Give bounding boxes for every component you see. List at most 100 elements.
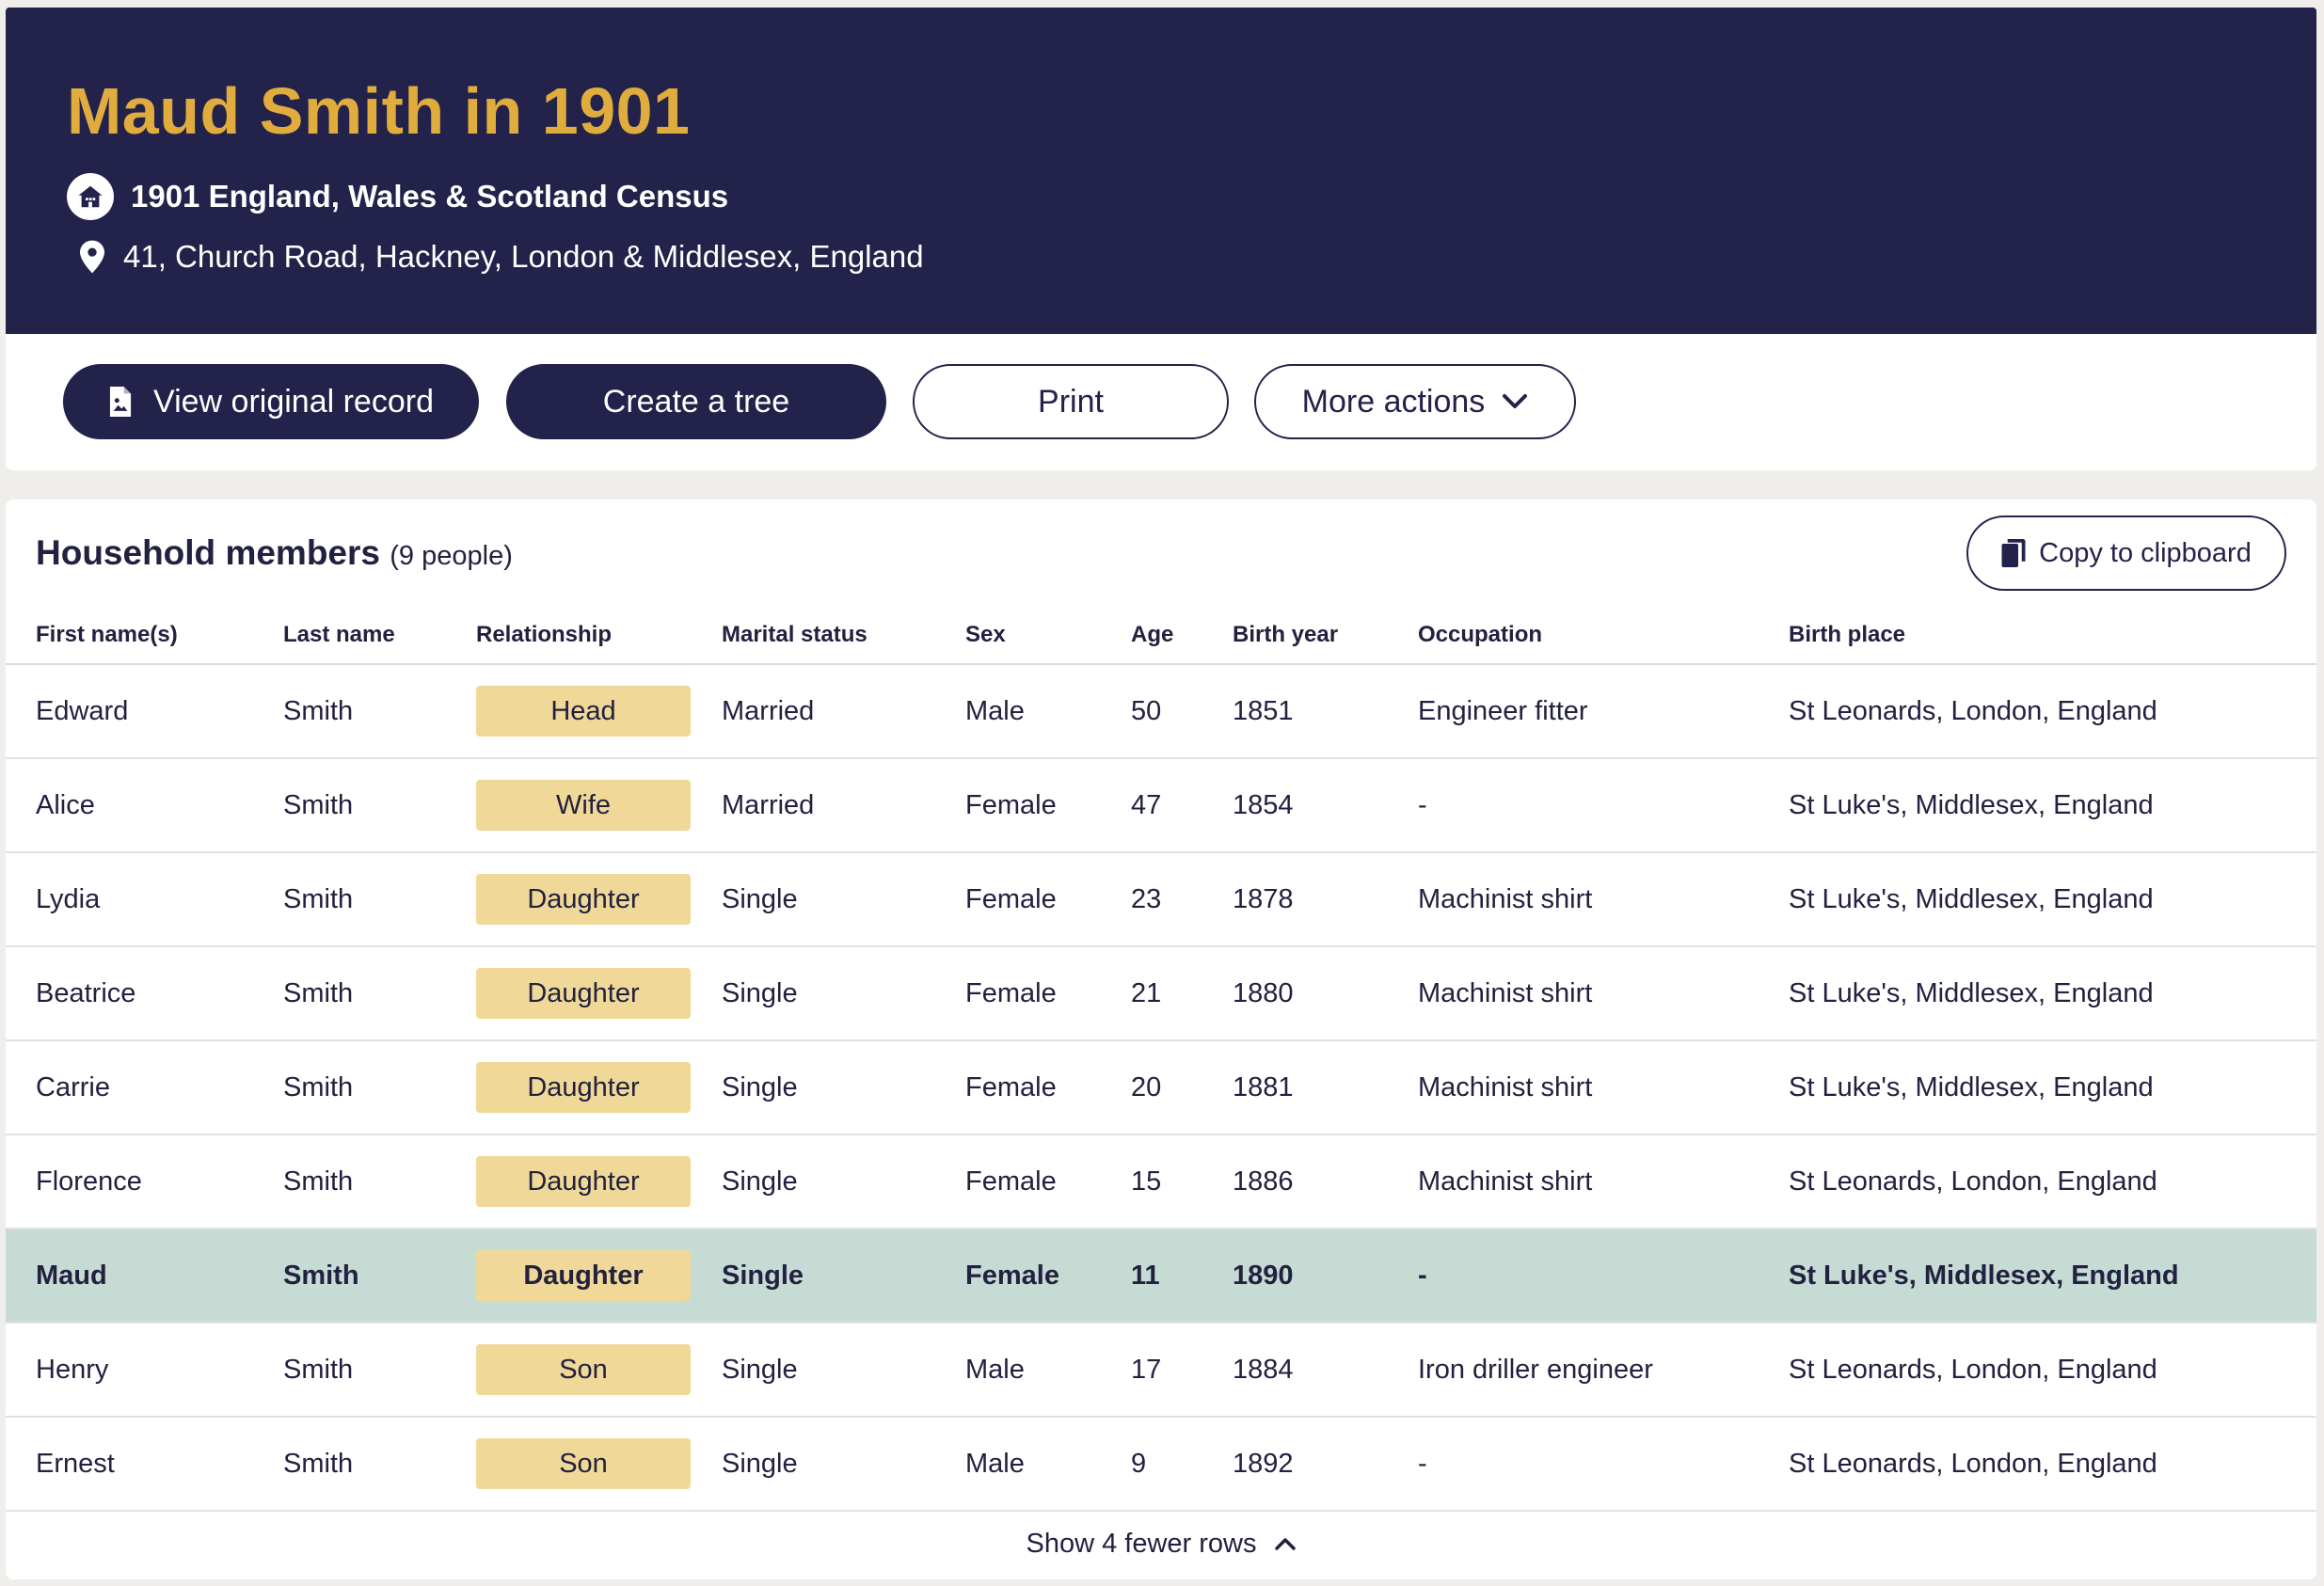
cell-birth-place: St Leonards, London, England [1789, 664, 2316, 759]
cell-relationship: Wife [476, 758, 722, 853]
column-header-marital-status: Marital status [722, 607, 965, 665]
cell-birth-place: St Leonards, London, England [1789, 1417, 2316, 1512]
print-label: Print [1038, 383, 1104, 420]
cell-marital-status: Single [722, 1134, 965, 1229]
cell-birth-place: St Luke's, Middlesex, England [1789, 852, 2316, 947]
document-icon [108, 387, 133, 417]
cell-age: 21 [1131, 946, 1233, 1041]
show-fewer-rows-button[interactable]: Show 4 fewer rows [6, 1515, 2316, 1572]
table-row: Florence Smith Daughter Single Female 15 1886 M… [6, 1134, 2316, 1229]
cell-birth-place: St Luke's, Middlesex, England [1789, 1229, 2316, 1324]
cell-last-name: Smith [283, 1417, 476, 1512]
table-row: Maud Smith Daughter Single Female 11 1890- St L… [6, 1229, 2316, 1324]
column-header-birth-year: Birth year [1233, 607, 1418, 665]
cell-birth-year: 1886 [1233, 1134, 1418, 1229]
cell-birth-year: 1892 [1233, 1417, 1418, 1512]
cell-occupation: - [1418, 758, 1789, 853]
household-members-panel: Household members (9 people) Copy to cli… [6, 500, 2316, 1579]
cell-marital-status: Single [722, 1417, 965, 1512]
cell-last-name: Smith [283, 1229, 476, 1324]
show-fewer-rows-label: Show 4 fewer rows [1026, 1528, 1257, 1559]
table-header-row: First name(s) Last name Relationship Mar… [6, 607, 2316, 665]
page-title: Maud Smith in 1901 [67, 74, 691, 148]
house-icon [67, 173, 114, 220]
address-text: 41, Church Road, Hackney, London & Middl… [123, 239, 924, 274]
table-row: Ernest Smith Son Single Male 9 1892- St Leonard… [6, 1417, 2316, 1512]
column-header-first-name: First name(s) [6, 607, 283, 665]
cell-age: 15 [1131, 1134, 1233, 1229]
cell-birth-year: 1881 [1233, 1040, 1418, 1135]
chevron-down-icon [1502, 393, 1528, 410]
more-actions-button[interactable]: More actions [1254, 364, 1576, 439]
cell-birth-place: St Luke's, Middlesex, England [1789, 1040, 2316, 1135]
table-row: Edward Smith Head Married Male 50 1851 Engineer… [6, 664, 2316, 759]
cell-sex: Male [965, 1323, 1131, 1418]
table-row: Henry Smith Son Single Male 17 1884 Iron drille… [6, 1323, 2316, 1418]
relationship-badge: Son [476, 1344, 691, 1395]
cell-relationship: Daughter [476, 1134, 722, 1229]
chevron-up-icon [1274, 1536, 1297, 1551]
cell-relationship: Son [476, 1323, 722, 1418]
more-actions-label: More actions [1301, 383, 1486, 420]
column-header-sex: Sex [965, 607, 1131, 665]
household-table: First name(s) Last name Relationship Mar… [6, 607, 2316, 1512]
column-header-last-name: Last name [283, 607, 476, 665]
view-original-record-label: View original record [153, 383, 434, 420]
column-header-occupation: Occupation [1418, 607, 1789, 665]
copy-to-clipboard-button[interactable]: Copy to clipboard [1966, 515, 2286, 591]
record-header: Maud Smith in 1901 1901 England, Wales &… [6, 8, 2316, 334]
clipboard-icon [2001, 539, 2026, 567]
cell-birth-year: 1854 [1233, 758, 1418, 853]
cell-birth-year: 1851 [1233, 664, 1418, 759]
cell-first-name: Alice [6, 758, 283, 853]
cell-sex: Female [965, 1134, 1131, 1229]
cell-first-name: Florence [6, 1134, 283, 1229]
cell-occupation: Machinist shirt [1418, 1040, 1789, 1135]
cell-sex: Male [965, 1417, 1131, 1512]
cell-birth-place: St Luke's, Middlesex, England [1789, 946, 2316, 1041]
cell-marital-status: Married [722, 664, 965, 759]
copy-to-clipboard-label: Copy to clipboard [2039, 537, 2252, 568]
cell-birth-place: St Leonards, London, England [1789, 1134, 2316, 1229]
relationship-badge: Head [476, 686, 691, 737]
cell-sex: Female [965, 946, 1131, 1041]
cell-age: 11 [1131, 1229, 1233, 1324]
cell-occupation: Iron driller engineer [1418, 1323, 1789, 1418]
create-tree-button[interactable]: Create a tree [506, 364, 886, 439]
cell-occupation: Machinist shirt [1418, 946, 1789, 1041]
column-header-birth-place: Birth place [1789, 607, 2316, 665]
cell-marital-status: Single [722, 1229, 965, 1324]
cell-age: 9 [1131, 1417, 1233, 1512]
cell-first-name: Carrie [6, 1040, 283, 1135]
cell-occupation: - [1418, 1229, 1789, 1324]
cell-first-name: Maud [6, 1229, 283, 1324]
cell-occupation: Engineer fitter [1418, 664, 1789, 759]
cell-relationship: Daughter [476, 1229, 722, 1324]
cell-relationship: Son [476, 1417, 722, 1512]
relationship-badge: Wife [476, 780, 691, 831]
cell-last-name: Smith [283, 852, 476, 947]
create-tree-label: Create a tree [602, 383, 790, 420]
cell-birth-year: 1890 [1233, 1229, 1418, 1324]
cell-first-name: Beatrice [6, 946, 283, 1041]
print-button[interactable]: Print [913, 364, 1229, 439]
cell-marital-status: Single [722, 852, 965, 947]
cell-sex: Female [965, 852, 1131, 947]
cell-relationship: Daughter [476, 852, 722, 947]
cell-age: 23 [1131, 852, 1233, 947]
census-name: 1901 England, Wales & Scotland Census [131, 179, 729, 214]
table-row: Lydia Smith Daughter Single Female 23 1878 Mach… [6, 852, 2316, 947]
cell-last-name: Smith [283, 664, 476, 759]
cell-last-name: Smith [283, 758, 476, 853]
cell-last-name: Smith [283, 946, 476, 1041]
cell-occupation: Machinist shirt [1418, 852, 1789, 947]
cell-first-name: Henry [6, 1323, 283, 1418]
column-header-relationship: Relationship [476, 607, 722, 665]
cell-marital-status: Married [722, 758, 965, 853]
household-title: Household members [36, 533, 380, 572]
table-row: Alice Smith Wife Married Female 47 1854- St Luk… [6, 758, 2316, 853]
cell-sex: Female [965, 1040, 1131, 1135]
view-original-record-button[interactable]: View original record [63, 364, 479, 439]
cell-last-name: Smith [283, 1323, 476, 1418]
cell-relationship: Daughter [476, 946, 722, 1041]
